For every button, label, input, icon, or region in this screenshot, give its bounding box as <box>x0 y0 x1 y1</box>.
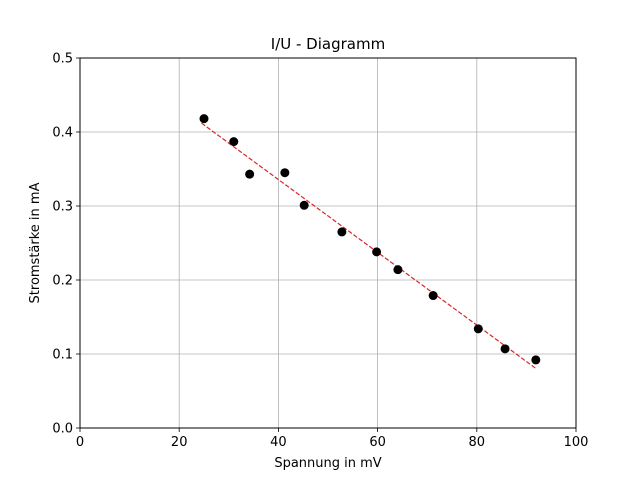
y-tick-label: 0.2 <box>52 274 73 289</box>
data-point <box>372 247 382 257</box>
data-point <box>500 344 510 354</box>
x-tick-label: 20 <box>171 435 188 450</box>
data-point <box>245 169 255 179</box>
data-point <box>280 168 290 178</box>
x-tick-label: 40 <box>270 435 287 450</box>
x-tick-label: 60 <box>369 435 386 450</box>
data-point <box>299 200 309 210</box>
x-axis-label: Spannung in mV <box>274 456 381 471</box>
x-tick-label: 0 <box>76 435 84 450</box>
y-tick-label: 0.4 <box>52 126 73 141</box>
plot-area-frame <box>79 57 577 429</box>
data-point <box>393 265 403 275</box>
x-tick-label: 100 <box>564 435 589 450</box>
y-tick-label: 0.1 <box>52 348 73 363</box>
data-point <box>199 114 209 124</box>
x-tick-label: 80 <box>469 435 486 450</box>
data-point <box>337 227 347 237</box>
y-tick-label: 0.5 <box>52 52 73 67</box>
data-points-layer <box>199 114 541 365</box>
data-point <box>428 291 438 301</box>
y-tick-label: 0.0 <box>52 422 73 437</box>
y-axis-label: Stromstärke in mA <box>28 182 43 303</box>
trend-line <box>201 122 537 370</box>
data-point <box>229 137 239 147</box>
axis-ticks: 0 20 40 60 80 100 0.0 0.1 0.2 0.3 0.4 0.5 <box>52 52 588 451</box>
trendline-layer <box>201 122 537 370</box>
y-tick-label: 0.3 <box>52 200 73 215</box>
grid-lines <box>79 57 577 429</box>
chart-title: I/U - Diagramm <box>271 35 385 53</box>
data-point <box>531 355 541 365</box>
data-point <box>473 324 483 334</box>
